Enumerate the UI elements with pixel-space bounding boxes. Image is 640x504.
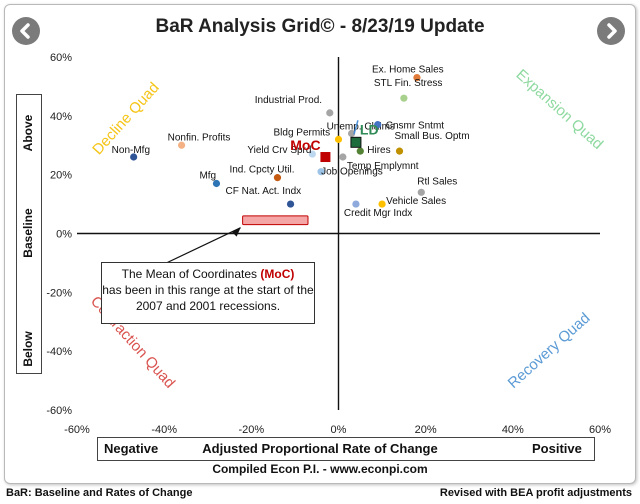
ld-arrow xyxy=(353,120,359,135)
data-point xyxy=(339,153,347,161)
x-tick-label: 0% xyxy=(331,424,347,436)
point-label: CF Nat. Act. Indx xyxy=(226,186,302,197)
data-point xyxy=(417,188,425,196)
y-tick-label: -40% xyxy=(46,346,72,358)
footer-source: Compiled Econ P.I. - www.econpi.com xyxy=(212,462,428,476)
x-tick-label: 60% xyxy=(589,424,611,436)
point-label: Credit Mgr Indx xyxy=(344,208,412,219)
point-label: Vehicle Sales xyxy=(386,196,446,207)
quadrant-label: Expansion Quad xyxy=(513,66,607,153)
point-label: Yield Crv Sprd xyxy=(247,145,311,156)
data-point xyxy=(317,168,325,176)
point-label: Industrial Prod. xyxy=(255,95,322,106)
point-label: Rtl Sales xyxy=(417,176,457,187)
chevron-right-icon xyxy=(607,23,617,39)
moc-label: MoC xyxy=(290,137,320,153)
footer-right: Revised with BEA profit adjustments xyxy=(439,487,632,499)
point-label: STL Fin. Stress xyxy=(374,78,443,89)
y-axis-label-box xyxy=(16,94,42,374)
data-point xyxy=(326,109,334,117)
point-label: Job Openings xyxy=(321,167,383,178)
data-point xyxy=(273,174,282,182)
data-point xyxy=(378,200,386,208)
note-text-end: has been in this range at the start of t… xyxy=(102,283,314,313)
data-point xyxy=(212,179,221,188)
chart-panel xyxy=(4,4,636,484)
x-axis-label-box xyxy=(97,437,595,461)
data-point xyxy=(286,200,295,208)
point-label: Ex. Home Sales xyxy=(372,65,444,76)
point-label: Small Bus. Optm xyxy=(395,131,470,142)
note-moc: (MoC) xyxy=(260,267,295,281)
data-point xyxy=(374,121,382,129)
y-tick-label: -20% xyxy=(46,287,72,299)
point-label: Cnsmr Sntmt xyxy=(386,121,445,132)
x-tick-label: -40% xyxy=(151,424,177,436)
moc-annotation: The Mean of Coordinates (MoC) has been in… xyxy=(101,262,315,324)
data-point xyxy=(334,135,343,143)
data-point xyxy=(395,147,404,155)
y-tick-label: 60% xyxy=(50,52,72,64)
point-label: Temp Emplymnt xyxy=(347,161,419,172)
chevron-left-icon xyxy=(20,23,30,39)
ld-marker xyxy=(350,136,362,148)
x-tick-label: 40% xyxy=(502,424,524,436)
x-label-positive: Positive xyxy=(532,441,582,456)
point-label: Nonfin. Profits xyxy=(168,132,231,143)
data-point xyxy=(130,153,138,161)
next-button[interactable] xyxy=(597,17,625,45)
y-tick-label: 40% xyxy=(50,111,72,123)
y-tick-label: -60% xyxy=(46,405,72,417)
point-label: Unemp. Claims xyxy=(327,121,395,132)
chart-title: BaR Analysis Grid© - 8/23/19 Update xyxy=(155,16,485,37)
note-text-start: The Mean of Coordinates xyxy=(121,267,261,281)
previous-button[interactable] xyxy=(12,17,40,45)
data-point xyxy=(413,73,421,82)
x-tick-label: -20% xyxy=(238,424,264,436)
point-label: Hires xyxy=(367,145,390,156)
y-tick-label: 20% xyxy=(50,170,72,182)
data-point xyxy=(308,150,316,158)
moc-marker xyxy=(320,152,331,163)
data-point xyxy=(347,129,356,138)
quadrant-label: Recovery Quad xyxy=(505,310,594,392)
data-point xyxy=(400,94,408,102)
point-label: Bldg Permits xyxy=(274,127,331,138)
annotation-arrow-line xyxy=(159,227,241,267)
point-label: Ind. Cpcty Util. xyxy=(229,165,294,176)
y-tick-label: 0% xyxy=(56,229,72,241)
footer-left: BaR: Baseline and Rates of Change xyxy=(6,487,193,499)
point-label: Mfg xyxy=(199,170,216,181)
x-tick-label: 20% xyxy=(415,424,437,436)
point-label: Non-Mfg xyxy=(112,145,150,156)
moc-range-rect xyxy=(242,215,309,226)
ld-label: LD xyxy=(360,121,379,137)
annotation-arrow-head xyxy=(231,227,241,237)
x-tick-label: -60% xyxy=(64,424,90,436)
data-point xyxy=(352,200,360,208)
x-axis-title: Adjusted Proportional Rate of Change xyxy=(202,441,438,456)
data-point xyxy=(178,141,186,149)
x-label-negative: Negative xyxy=(104,441,159,456)
data-point xyxy=(356,147,364,155)
